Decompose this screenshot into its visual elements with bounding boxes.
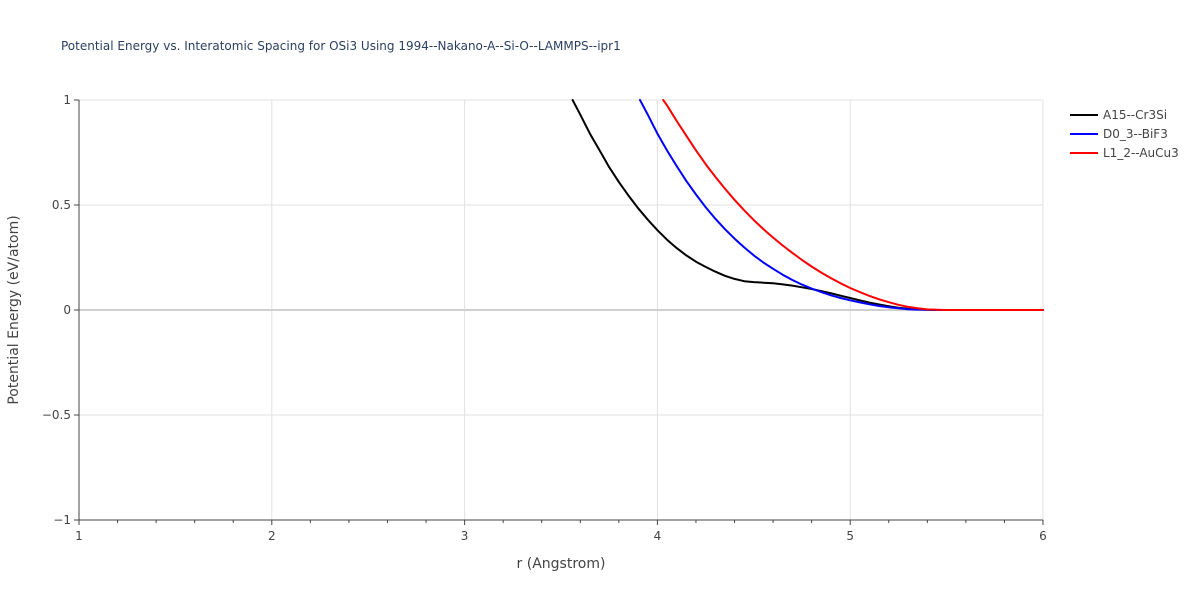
y-axis-title: Potential Energy (eV/atom)	[6, 215, 22, 404]
y-tick-label: −1	[53, 513, 71, 527]
legend-item[interactable]: L1_2--AuCu3	[1070, 146, 1179, 160]
legend: A15--Cr3Si D0_3--BiF3 L1_2--AuCu3	[1070, 108, 1179, 160]
x-tick-label: 3	[461, 529, 469, 543]
x-tick-label: 6	[1039, 529, 1047, 543]
series-line-2	[662, 99, 1044, 311]
x-tick-label: 5	[846, 529, 854, 543]
x-tick-label: 2	[268, 529, 276, 543]
series-line-1	[639, 99, 1044, 311]
legend-label: A15--Cr3Si	[1103, 108, 1167, 122]
y-tick-label: 0.5	[52, 198, 71, 212]
legend-item[interactable]: A15--Cr3Si	[1070, 108, 1167, 122]
legend-label: L1_2--AuCu3	[1103, 146, 1179, 160]
legend-label: D0_3--BiF3	[1103, 127, 1168, 141]
x-tick-label: 1	[75, 529, 83, 543]
x-tick-label: 4	[654, 529, 662, 543]
chart-title: Potential Energy vs. Interatomic Spacing…	[61, 39, 621, 53]
y-tick-labels: −1 −0.5 0 0.5 1	[42, 93, 71, 527]
axes	[74, 99, 1044, 525]
series-lines	[571, 99, 1044, 311]
y-tick-label: −0.5	[42, 408, 71, 422]
x-tick-labels: 1 2 3 4 5 6	[75, 529, 1047, 543]
x-axis-title: r (Angstrom)	[517, 556, 606, 572]
y-tick-label: 1	[63, 93, 71, 107]
y-tick-label: 0	[63, 303, 71, 317]
legend-item[interactable]: D0_3--BiF3	[1070, 127, 1168, 141]
